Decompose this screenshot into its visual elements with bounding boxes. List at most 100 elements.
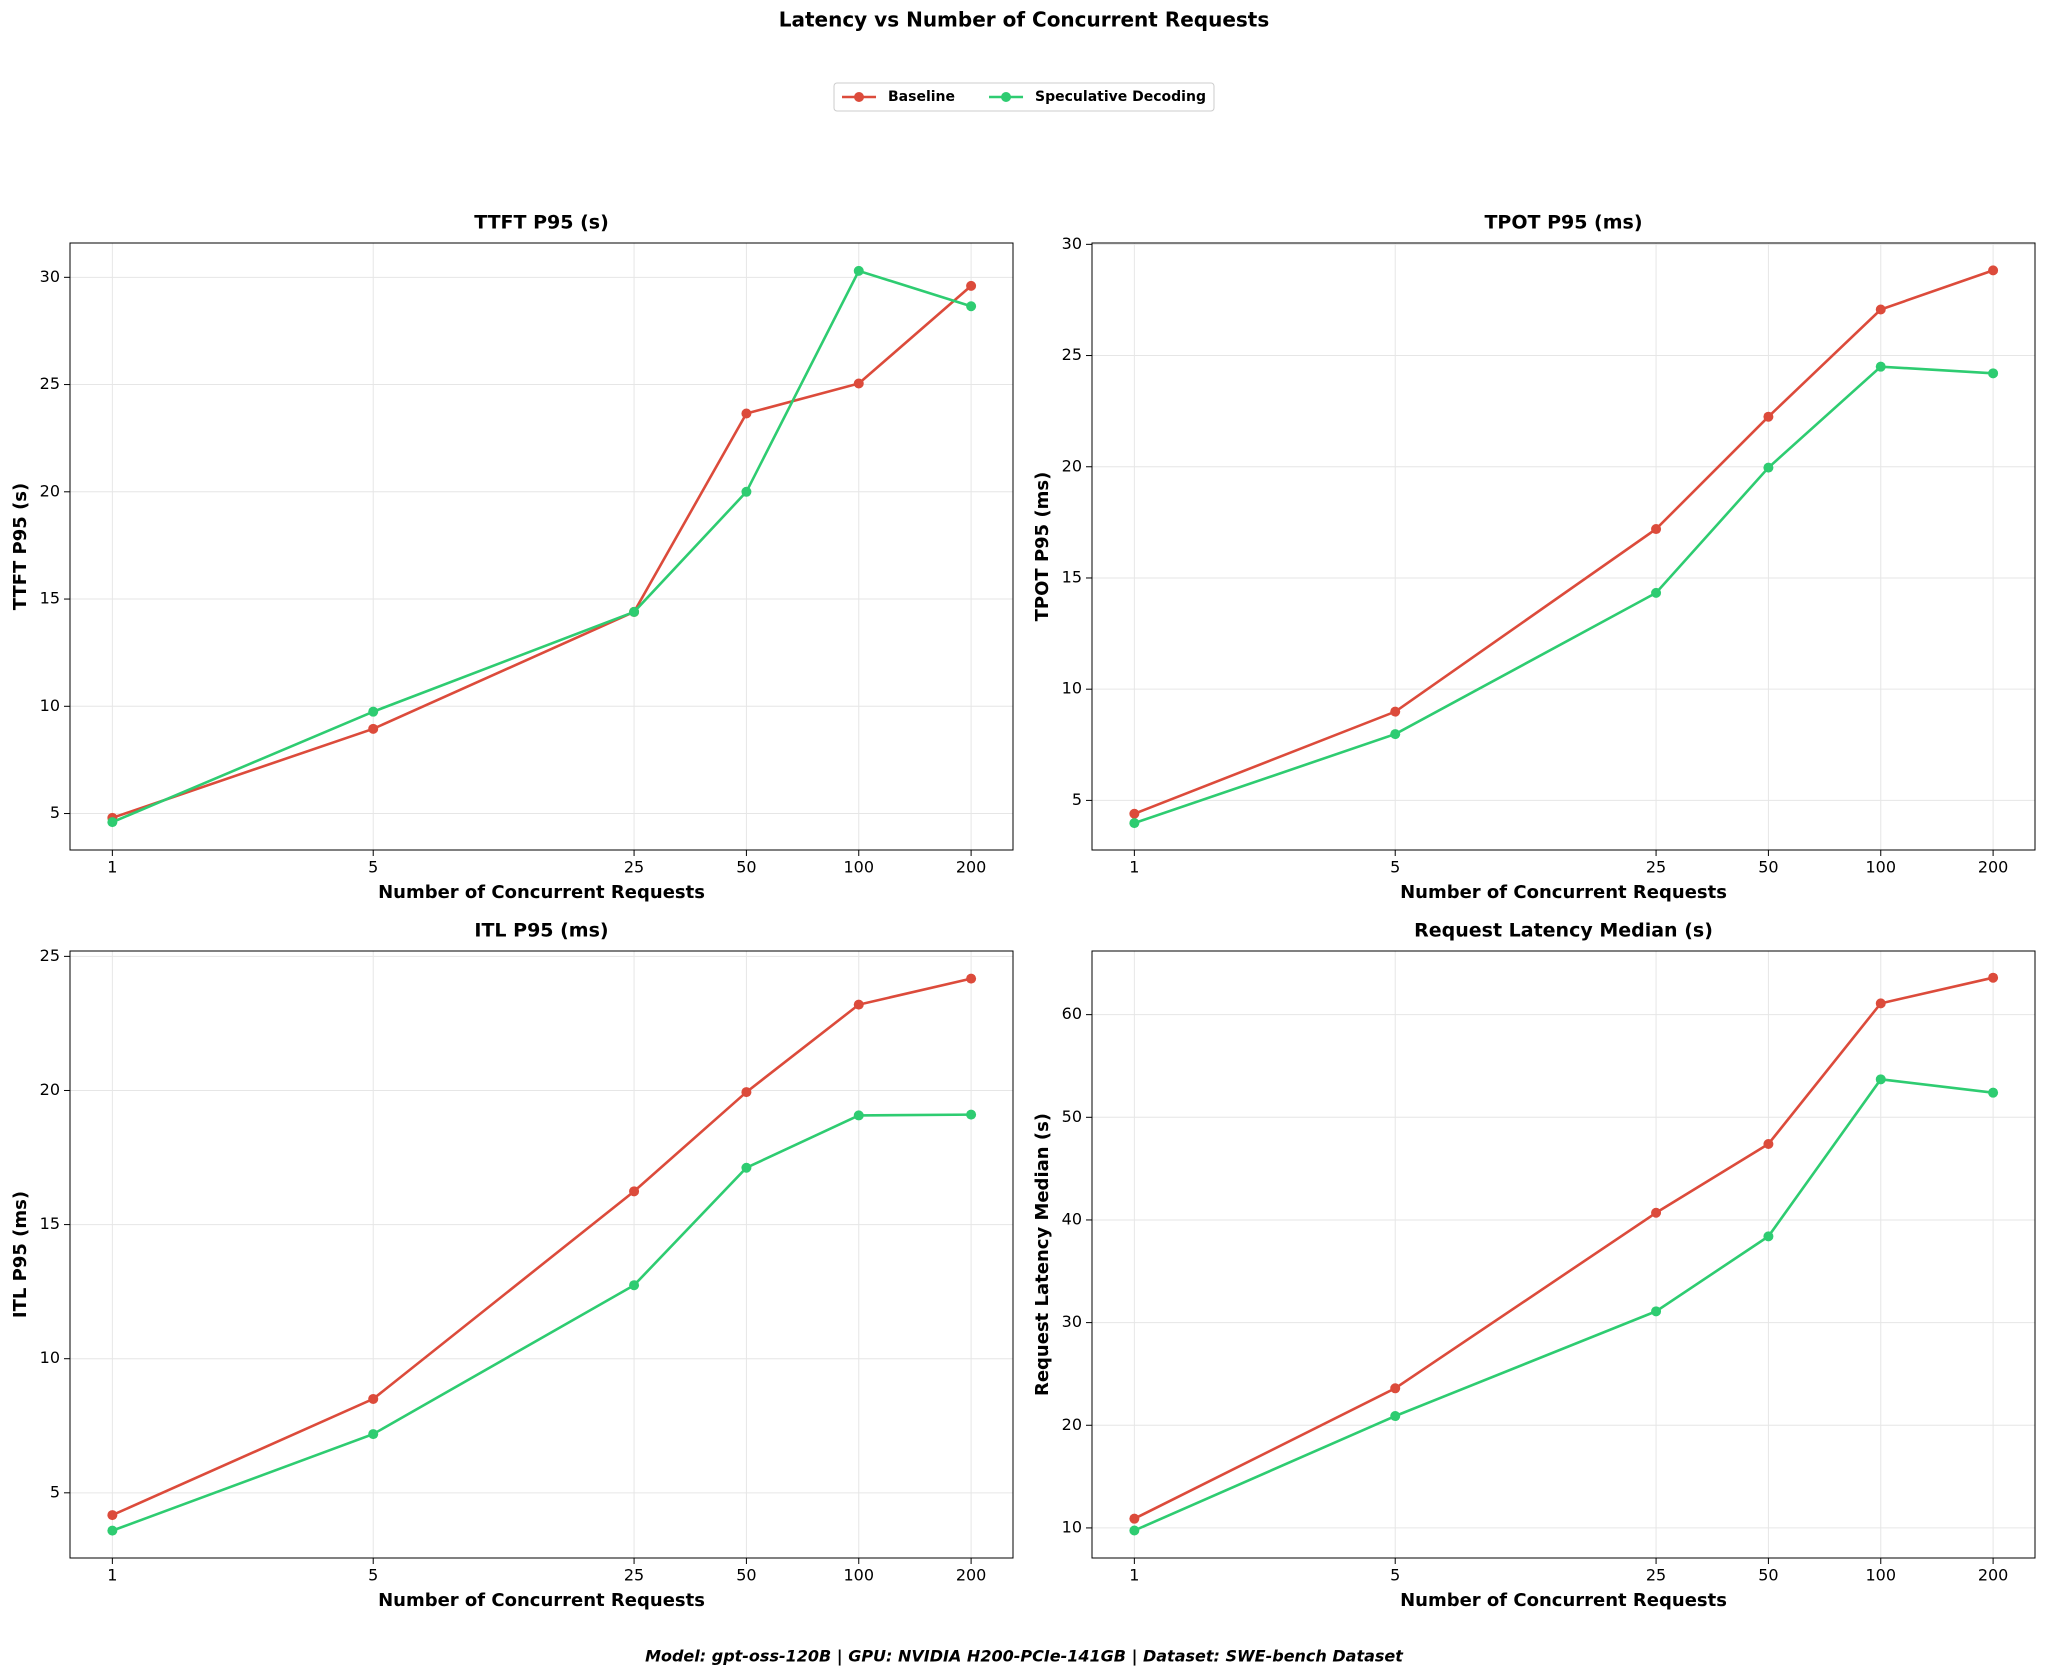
y-tick-label: 60: [1062, 1004, 1082, 1023]
y-tick-label: 20: [1062, 456, 1082, 475]
x-tick-label: 200: [1978, 858, 2009, 877]
y-tick-label: 20: [40, 1080, 60, 1099]
x-tick-label: 1: [107, 858, 117, 877]
x-tick-label: 100: [843, 1566, 874, 1585]
x-tick-label: 50: [736, 1566, 756, 1585]
x-tick-label: 1: [107, 1566, 117, 1585]
data-point: [1651, 1306, 1662, 1317]
y-tick-label: 30: [40, 267, 60, 286]
data-point: [741, 408, 752, 419]
x-tick-label: 25: [1646, 1566, 1666, 1585]
y-tick-label: 20: [40, 481, 60, 500]
series-line: [1133, 1077, 1994, 1532]
y-tick-label: 15: [40, 589, 60, 608]
footer: Model: gpt-oss-120B | GPU: NVIDIA H200-P…: [645, 1647, 1404, 1667]
data-point: [1988, 972, 1999, 983]
data-point: [368, 723, 379, 734]
data-point: [1129, 1525, 1140, 1536]
data-point: [741, 486, 752, 497]
data-point: [853, 265, 864, 276]
data-point: [1763, 1231, 1774, 1242]
data-point: [1988, 265, 1999, 276]
y-axis-label: TTFT P95 (s): [10, 483, 31, 611]
y-tick-label: 10: [1062, 1517, 1082, 1536]
data-point: [853, 1110, 864, 1121]
y-tick-label: 25: [1062, 345, 1082, 364]
x-tick-label: 50: [736, 858, 756, 877]
data-point: [966, 301, 977, 312]
x-tick-label: 200: [956, 858, 987, 877]
legend-box: [833, 82, 1215, 112]
data-point: [1763, 462, 1774, 473]
y-tick-label: 5: [50, 803, 60, 822]
y-axis-label: ITL P95 (ms): [10, 1191, 31, 1318]
plot-frame: [69, 242, 1014, 851]
plot-frame: [1091, 242, 2036, 851]
series-line: [111, 269, 972, 824]
data-point: [1390, 729, 1401, 740]
y-tick-label: 10: [1062, 679, 1082, 698]
data-point: [1651, 1207, 1662, 1218]
y-axis-label: TPOT P95 (ms): [1032, 472, 1053, 622]
data-point: [741, 1162, 752, 1173]
data-point: [629, 1280, 640, 1291]
y-tick-label: 30: [1062, 234, 1082, 253]
data-point: [1129, 818, 1140, 829]
x-tick-label: 1: [1129, 1566, 1139, 1585]
data-point: [1129, 808, 1140, 819]
data-point: [368, 1429, 379, 1440]
x-axis-label: Number of Concurrent Requests: [378, 882, 705, 903]
data-point: [1390, 1411, 1401, 1422]
legend: Baseline Speculative Decoding: [833, 82, 1215, 112]
chart-title: TPOT P95 (ms): [1484, 212, 1642, 234]
plot-frame: [69, 950, 1014, 1559]
data-point: [1390, 1383, 1401, 1394]
data-point: [107, 1525, 118, 1536]
data-point: [741, 1087, 752, 1098]
data-point: [629, 1186, 640, 1197]
x-tick-label: 50: [1758, 1566, 1778, 1585]
series-line: [1133, 976, 1994, 1520]
data-point: [1875, 1074, 1886, 1085]
x-tick-label: 5: [368, 858, 378, 877]
x-axis-label: Number of Concurrent Requests: [1400, 882, 1727, 903]
x-tick-label: 25: [1646, 858, 1666, 877]
x-tick-label: 5: [1390, 858, 1400, 877]
data-point: [1763, 411, 1774, 422]
y-tick-label: 25: [40, 946, 60, 965]
y-tick-label: 5: [1072, 790, 1082, 809]
data-point: [1875, 304, 1886, 315]
y-tick-label: 10: [40, 696, 60, 715]
chart-title: ITL P95 (ms): [474, 920, 608, 942]
x-axis-label: Number of Concurrent Requests: [1400, 1590, 1727, 1611]
chart-title: TTFT P95 (s): [474, 212, 609, 234]
data-point: [1129, 1513, 1140, 1524]
x-tick-label: 200: [956, 1566, 987, 1585]
data-point: [368, 1393, 379, 1404]
series-line: [111, 284, 972, 820]
series-line: [111, 1113, 972, 1532]
y-tick-label: 40: [1062, 1209, 1082, 1228]
y-tick-label: 10: [40, 1348, 60, 1367]
y-tick-label: 25: [40, 374, 60, 393]
y-tick-label: 30: [1062, 1312, 1082, 1331]
x-tick-label: 25: [624, 858, 644, 877]
x-tick-label: 100: [843, 858, 874, 877]
series-line: [1133, 269, 1994, 815]
series-line: [1133, 365, 1994, 825]
data-point: [1651, 524, 1662, 535]
x-tick-label: 100: [1865, 858, 1896, 877]
data-point: [966, 1109, 977, 1120]
legend-label: Baseline: [888, 89, 955, 105]
chart-title: Request Latency Median (s): [1414, 920, 1713, 942]
legend-marker: [1001, 92, 1012, 102]
figure-title: Latency vs Number of Concurrent Requests: [779, 8, 1270, 32]
data-point: [1875, 361, 1886, 372]
y-tick-label: 50: [1062, 1107, 1082, 1126]
x-tick-label: 25: [624, 1566, 644, 1585]
data-point: [368, 706, 379, 717]
data-point: [1763, 1138, 1774, 1149]
x-tick-label: 100: [1865, 1566, 1896, 1585]
data-point: [1875, 998, 1886, 1009]
